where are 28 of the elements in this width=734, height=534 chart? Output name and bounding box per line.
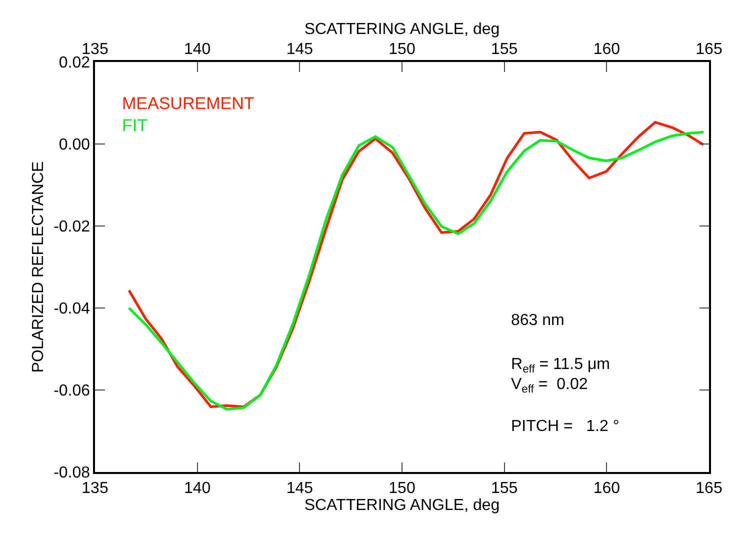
annotation: R$_{eff}$ = 11.5 μm [511, 356, 610, 376]
y-tick-label: -0.06 [54, 382, 90, 400]
y-tick-label: -0.08 [54, 464, 90, 482]
x2-tick-label: 135 [82, 480, 108, 497]
x2-tick-label: 165 [696, 480, 722, 497]
y-tick-label: 0.02 [58, 54, 90, 72]
y-tick-label: 0.00 [58, 136, 90, 154]
annotation: 863 nm [511, 312, 564, 329]
x-tick-label: 150 [388, 40, 416, 58]
y-tick-label: -0.02 [54, 218, 90, 236]
x-tick-label: 160 [593, 40, 620, 58]
x-tick-label: 165 [696, 40, 722, 58]
x2-tick-label: 160 [593, 480, 620, 497]
annotation: V$_{eff}$ = 0.02 [511, 376, 588, 396]
x2-tick-label: 145 [286, 480, 314, 497]
x-tick-label: 140 [184, 40, 211, 58]
x-tick-label: 145 [286, 40, 314, 58]
y-tick-label: -0.04 [54, 300, 90, 318]
x-axis-title: SCATTERING ANGLE, deg [304, 496, 500, 514]
text: MEASUREMENT [122, 94, 254, 113]
x2-tick-label: 140 [184, 480, 211, 497]
annotation: PITCH = 1.2 ° [511, 418, 620, 435]
y-axis-title: POLARIZED REFLECTANCE [30, 161, 47, 373]
x-tick-label: 155 [490, 40, 518, 58]
text: FIT [122, 116, 148, 135]
x2-tick-label: 155 [490, 480, 518, 497]
x2-tick-label: 150 [388, 480, 416, 497]
x2-axis-title: SCATTERING ANGLE, deg [304, 21, 500, 38]
